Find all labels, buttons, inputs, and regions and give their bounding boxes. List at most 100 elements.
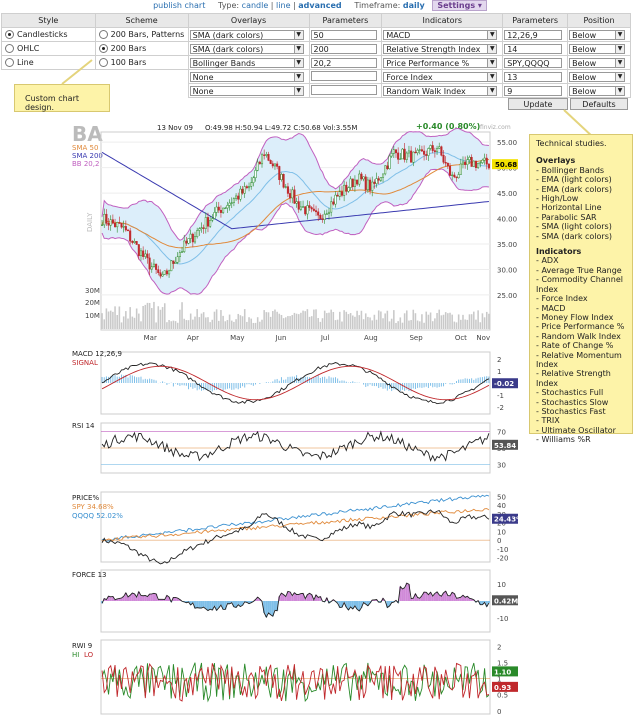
volume-bar: [306, 309, 309, 329]
candle-body: [163, 270, 166, 275]
indicator-select[interactable]: Force Index ▼: [383, 71, 498, 82]
overlay-select[interactable]: None ▼: [189, 71, 304, 82]
candle-body: [455, 176, 458, 179]
type-line-link[interactable]: line: [276, 1, 291, 10]
radio-icon[interactable]: [98, 30, 108, 39]
indicator-select[interactable]: Price Performance % ▼: [383, 57, 498, 68]
candle-body: [461, 161, 465, 165]
volume-bar: [354, 316, 356, 329]
volume-bar: [429, 312, 432, 329]
candle-body: [407, 150, 410, 154]
rwi-title: RWI 9: [72, 642, 92, 650]
volume-bar: [194, 316, 196, 329]
overlay-select[interactable]: SMA (dark colors) ▼: [189, 29, 304, 40]
overlay-cell: SMA (dark colors) ▼: [187, 27, 310, 42]
candle-body: [109, 219, 112, 226]
volume-bar: [339, 311, 341, 329]
publish-chart-link[interactable]: publish chart: [153, 1, 206, 10]
volume-bar: [183, 318, 185, 329]
overlay-list-item: - High/Low: [536, 194, 579, 204]
candle-body: [438, 146, 441, 149]
indicator-param-input[interactable]: 9: [504, 85, 563, 96]
candle-body: [297, 201, 300, 210]
overlay-param-input[interactable]: 20,2: [310, 57, 377, 68]
candle-body: [403, 148, 406, 160]
candle-body: [170, 260, 173, 272]
candle-body: [340, 191, 343, 196]
volume-bar: [302, 310, 304, 329]
indicator-param-input[interactable]: SPY,QQQQ: [504, 57, 563, 68]
candle-body: [414, 151, 417, 154]
radio-icon[interactable]: [5, 58, 14, 67]
technical-studies-note: Technical studies. Overlays - Bollinger …: [529, 134, 633, 444]
position-select[interactable]: Below ▼: [569, 29, 626, 40]
overlay-select[interactable]: SMA (dark colors) ▼: [189, 43, 304, 54]
overlay-list-text: EMA (dark colors): [541, 184, 612, 194]
candle-body: [392, 149, 395, 154]
candle-body: [295, 201, 298, 204]
candle-body: [222, 207, 225, 213]
rsi-tick-label: 30: [497, 462, 506, 470]
settings-label: Settings: [437, 1, 476, 10]
indicator-cell: MACD ▼: [381, 27, 504, 42]
radio-icon[interactable]: [5, 30, 14, 39]
candle-body: [189, 233, 192, 239]
settings-button[interactable]: Settings ▾: [432, 0, 487, 11]
position-cell: Below ▼: [567, 83, 631, 98]
scheme-option[interactable]: 200 Bars: [94, 41, 189, 56]
macd-signal-line: [101, 365, 490, 401]
overlay-list-text: Bollinger Bands: [541, 165, 605, 175]
overlay-value: SMA (dark colors): [192, 44, 264, 54]
volume-bar: [488, 313, 490, 329]
indicator-param-input[interactable]: 12,26,9: [504, 29, 563, 40]
volume-bar: [280, 314, 283, 329]
defaults-button[interactable]: Defaults: [570, 98, 628, 110]
type-advanced-link[interactable]: advanced: [298, 1, 342, 10]
update-button[interactable]: Update: [508, 98, 568, 110]
type-candle-link[interactable]: candle: [241, 1, 269, 10]
indicator-param-input[interactable]: 14: [504, 43, 563, 54]
indicator-select[interactable]: Relative Strength Index ▼: [383, 43, 498, 54]
candle-body: [174, 261, 177, 264]
position-select[interactable]: Below ▼: [569, 43, 626, 54]
position-select[interactable]: Below ▼: [569, 85, 626, 96]
overlay-param-input[interactable]: [310, 84, 377, 95]
volume-bar: [267, 312, 270, 329]
price-tick-label: 40.00: [497, 216, 517, 224]
defaults-label: Defaults: [582, 100, 616, 109]
overlay-select[interactable]: Bollinger Bands ▼: [189, 57, 304, 68]
overlay-list-item: - SMA (light colors): [536, 222, 612, 232]
overlay-param-input[interactable]: 50: [310, 29, 377, 40]
candle-body: [181, 251, 184, 253]
radio-icon[interactable]: [98, 44, 108, 53]
position-select[interactable]: Below ▼: [569, 71, 626, 82]
radio-icon[interactable]: [5, 44, 14, 53]
macd-tick-label: 1: [497, 368, 501, 376]
indicator-param-input[interactable]: 13: [504, 71, 563, 82]
volume-bar: [468, 314, 471, 329]
candle-body: [176, 256, 179, 263]
overlay-param-input[interactable]: 200: [310, 43, 377, 54]
scheme-option[interactable]: 100 Bars: [94, 55, 189, 70]
chevron-down-icon: ▼: [615, 44, 625, 53]
volume-bar: [241, 316, 244, 329]
style-option[interactable]: Line: [1, 55, 96, 70]
candle-body: [330, 201, 333, 213]
timeframe-daily-link[interactable]: daily: [402, 1, 425, 10]
candle-body: [126, 229, 130, 232]
volume-bar: [287, 316, 289, 329]
rwi-tick-label: 1.5: [497, 660, 508, 668]
position-select[interactable]: Below ▼: [569, 57, 626, 68]
volume-bar: [373, 314, 376, 329]
volume-bar: [129, 307, 131, 329]
candle-body: [185, 240, 188, 244]
indicator-list-text: Average True Range: [541, 265, 622, 275]
candle-body: [349, 178, 352, 188]
indicator-select[interactable]: Random Walk Index ▼: [383, 85, 498, 96]
volume-bar: [328, 312, 330, 329]
radio-icon[interactable]: [98, 58, 108, 67]
indicator-select[interactable]: MACD ▼: [383, 29, 498, 40]
overlay-select[interactable]: None ▼: [189, 85, 304, 96]
overlay-param-input[interactable]: [310, 70, 377, 81]
